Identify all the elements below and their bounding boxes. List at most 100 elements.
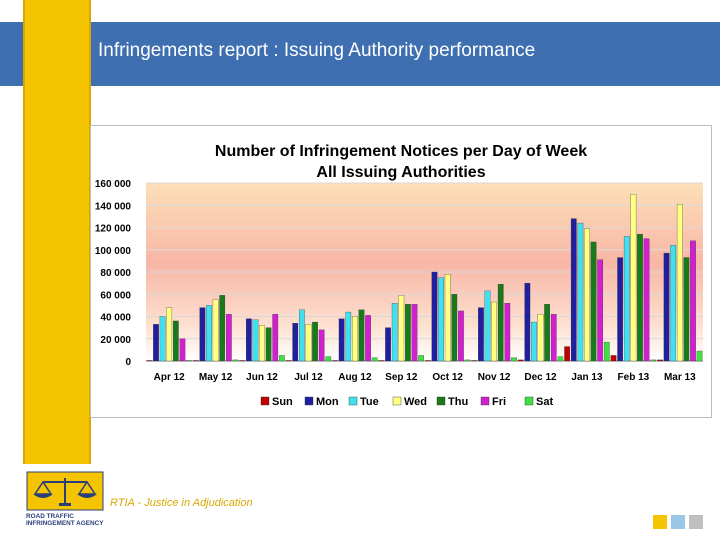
bar-sat	[371, 357, 378, 362]
legend-swatch	[260, 396, 270, 406]
legend-swatch	[436, 396, 446, 406]
chart-title: Number of Infringement Notices per Day o…	[215, 143, 587, 160]
accent-strip	[23, 0, 91, 464]
bar-fri	[597, 259, 604, 362]
bar-thu	[312, 321, 318, 362]
x-tick-label: Jun 12	[246, 372, 278, 383]
bar-sat	[650, 359, 657, 362]
bar-thu	[544, 304, 550, 362]
logo-text-line: INFRINGEMENT AGENCY	[26, 520, 104, 527]
bar-fri	[550, 314, 557, 362]
bar-mon	[245, 318, 252, 362]
bar-sun	[657, 359, 663, 362]
legend-swatch	[480, 396, 490, 406]
bar-thu	[637, 234, 643, 362]
slide-title: Infringements report : Issuing Authority…	[98, 40, 536, 61]
bar-wed	[212, 299, 219, 362]
bar-sun	[239, 360, 246, 362]
bar-tue	[345, 311, 352, 362]
bar-mon	[199, 307, 206, 362]
bar-mon	[385, 327, 391, 362]
bar-thu	[405, 304, 411, 362]
bar-thu	[497, 284, 504, 362]
bar-fri	[179, 338, 186, 362]
bar-mon	[153, 324, 159, 362]
bar-sat	[557, 356, 564, 362]
bar-sun	[425, 360, 431, 362]
x-tick-label: Sep 12	[385, 372, 418, 383]
bar-tue	[531, 321, 537, 362]
y-tick-label: 0	[125, 357, 131, 368]
x-tick-label: Jul 12	[294, 372, 323, 383]
y-tick-label: 40 000	[100, 313, 131, 324]
bar-fri	[411, 304, 418, 362]
bar-thu	[451, 294, 458, 362]
bar-wed	[491, 301, 497, 362]
bar-sat	[278, 355, 285, 362]
legend-label: Wed	[404, 396, 427, 408]
bar-sun	[285, 360, 292, 362]
logo-text-line: ROAD TRAFFIC	[26, 513, 74, 520]
bar-fri	[643, 238, 650, 362]
bar-thu	[265, 327, 272, 362]
bar-tue	[670, 245, 677, 362]
bar-mon	[617, 257, 624, 362]
bar-mon	[524, 282, 531, 362]
bar-sat	[603, 341, 610, 362]
bar-wed	[398, 295, 405, 362]
bar-sat	[511, 357, 517, 362]
bar-tue	[252, 319, 259, 362]
bar-mon	[292, 323, 299, 362]
bar-sat	[186, 360, 192, 362]
bar-thu	[590, 241, 597, 362]
bar-thu	[219, 295, 226, 362]
bar-mon	[478, 307, 484, 362]
x-tick-label: Aug 12	[338, 372, 372, 383]
y-tick-label: 160 000	[95, 179, 132, 190]
bar-sat	[418, 355, 424, 362]
bar-sun	[471, 360, 478, 362]
bar-wed	[305, 324, 312, 362]
bar-wed	[259, 325, 265, 362]
bar-wed	[352, 316, 358, 362]
x-tick-label: Mar 13	[664, 372, 696, 383]
rtia-logo	[26, 471, 104, 511]
legend-label: Sat	[536, 396, 553, 408]
legend-label: Fri	[492, 396, 506, 408]
y-tick-label: 80 000	[100, 268, 131, 279]
bar-sun	[378, 360, 385, 362]
bar-sun	[610, 355, 617, 362]
y-tick-label: 100 000	[95, 246, 132, 257]
bar-sat	[464, 359, 471, 362]
y-tick-label: 20 000	[100, 335, 131, 346]
bar-mon	[431, 271, 438, 362]
bar-tue	[206, 305, 212, 362]
bar-chart: Number of Infringement Notices per Day o…	[95, 143, 703, 408]
bar-mon	[570, 218, 577, 362]
footer-square-gray	[689, 515, 703, 529]
bar-sun	[192, 360, 199, 362]
y-tick-label: 60 000	[100, 290, 131, 301]
x-tick-label: May 12	[199, 372, 233, 383]
bar-wed	[166, 307, 173, 362]
bar-sat	[325, 356, 332, 362]
footer-square-yellow	[653, 515, 667, 529]
x-tick-label: Nov 12	[478, 372, 511, 383]
logo-text: ROAD TRAFFIC INFRINGEMENT AGENCY	[26, 513, 106, 527]
bar-tue	[299, 309, 305, 362]
legend-swatch	[524, 396, 534, 406]
bar-fri	[225, 314, 232, 362]
bar-fri	[690, 240, 696, 362]
bar-wed	[444, 274, 451, 362]
x-tick-label: Feb 13	[618, 372, 650, 383]
bar-sat	[696, 350, 703, 362]
bar-tue	[438, 277, 444, 362]
legend-label: Tue	[360, 396, 379, 408]
legend-swatch	[304, 396, 314, 406]
x-tick-label: Oct 12	[432, 372, 463, 383]
bar-tue	[484, 290, 491, 362]
legend-swatch	[392, 396, 402, 406]
bar-sat	[232, 359, 239, 362]
legend-label: Thu	[448, 396, 468, 408]
bar-wed	[584, 228, 590, 362]
